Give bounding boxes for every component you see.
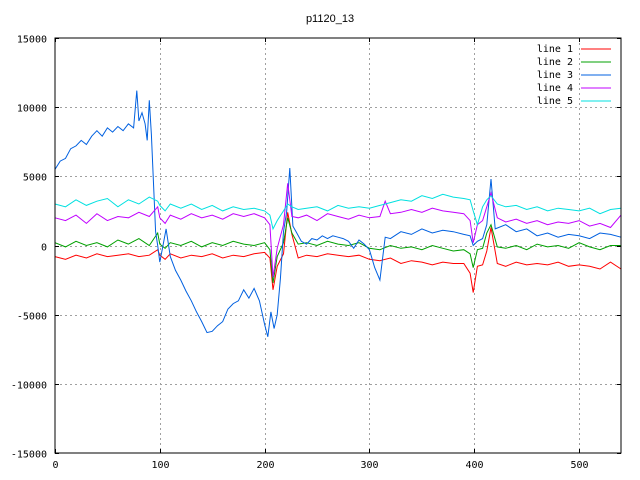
- y-tick-label: 0: [41, 243, 47, 254]
- axis-ticks: 0 100 200 300 400 500 -15000 -10000 -5000 0 5000 10…: [11, 35, 621, 471]
- series-line-2: [54, 217, 621, 283]
- plot-frame: [54, 37, 622, 454]
- y-tick-label: -5000: [17, 312, 47, 323]
- legend-label: line 5: [537, 96, 573, 107]
- x-tick-label: 0: [52, 460, 58, 471]
- x-tick-label: 400: [465, 460, 483, 471]
- x-tick-label: 500: [570, 460, 588, 471]
- legend-label: line 1: [537, 44, 573, 55]
- x-tick-label: 300: [360, 460, 378, 471]
- y-tick-label: 10000: [17, 104, 47, 115]
- series-line-5: [54, 193, 622, 231]
- series-lines: [54, 90, 622, 337]
- series-line-3: [54, 90, 622, 337]
- legend: line 1 line 2 line 3 line 4 line 5: [537, 44, 611, 107]
- legend-label: line 2: [537, 57, 573, 68]
- legend-label: line 4: [537, 83, 573, 94]
- legend-label: line 3: [537, 70, 573, 81]
- x-tick-label: 100: [151, 460, 169, 471]
- y-tick-label: 15000: [17, 35, 47, 46]
- x-tick-label: 200: [256, 460, 274, 471]
- chart-title: p1120_13: [306, 13, 354, 25]
- y-tick-label: -10000: [11, 381, 47, 392]
- y-tick-label: 5000: [23, 173, 47, 184]
- grid-lines: [55, 38, 621, 453]
- y-tick-label: -15000: [11, 450, 47, 461]
- series-line-1: [54, 212, 622, 293]
- series-line-4: [54, 183, 622, 278]
